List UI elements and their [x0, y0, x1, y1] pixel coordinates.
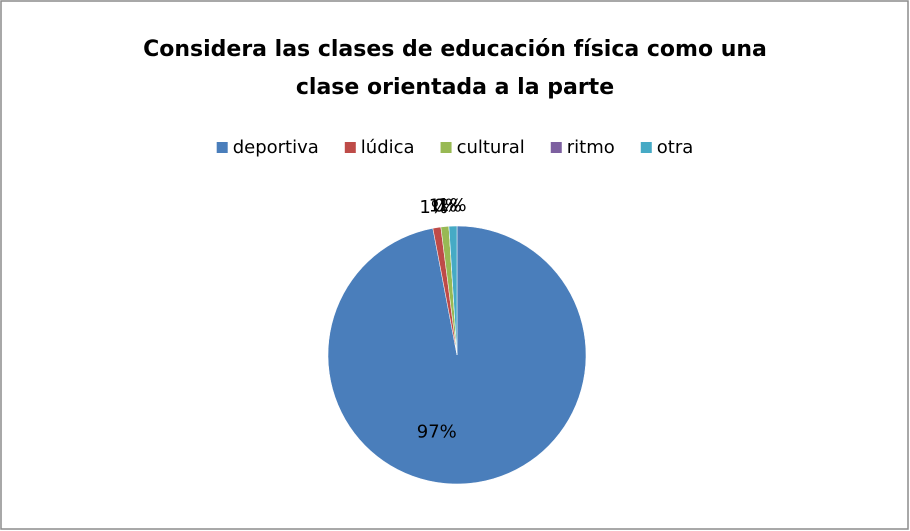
legend-label: lúdica: [361, 137, 415, 158]
legend-label: ritmo: [567, 137, 615, 158]
legend-swatch: [344, 142, 356, 153]
data-label: 97%: [417, 421, 457, 442]
chart-title: clase orientada a la parte: [296, 75, 614, 100]
legend-label: cultural: [457, 137, 525, 158]
legend-label: otra: [657, 137, 694, 158]
legend-swatch: [440, 142, 452, 153]
pie-slice: [448, 225, 458, 356]
data-label: 0%: [433, 195, 462, 216]
legend-swatch: [550, 142, 562, 153]
data-label: 1%: [419, 197, 448, 218]
legend-swatch: [640, 142, 652, 153]
chart-title: Considera las clases de educación física…: [143, 37, 767, 62]
data-label: 1%: [438, 195, 467, 216]
data-label: 1%: [429, 196, 458, 217]
legend-swatch: [216, 142, 228, 153]
legend-label: deportiva: [233, 137, 319, 158]
